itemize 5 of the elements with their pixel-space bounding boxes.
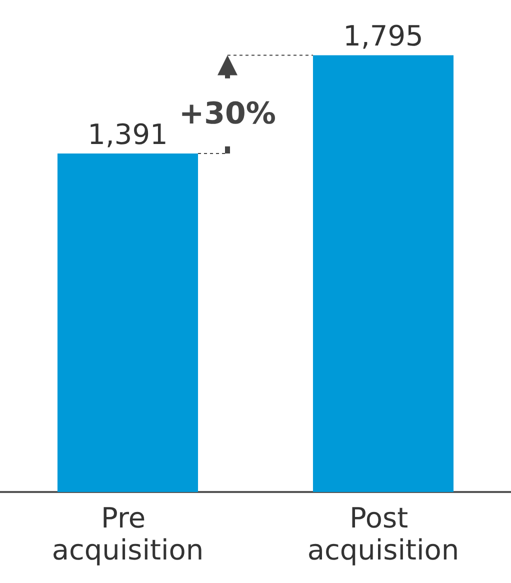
data-label: 1,795: [343, 20, 424, 53]
x-tick-label: Pre acquisition: [52, 502, 204, 566]
data-label: 1,391: [88, 118, 168, 152]
x-tick-label: Post acquisition: [307, 502, 460, 566]
annotation: +30%: [179, 96, 276, 132]
